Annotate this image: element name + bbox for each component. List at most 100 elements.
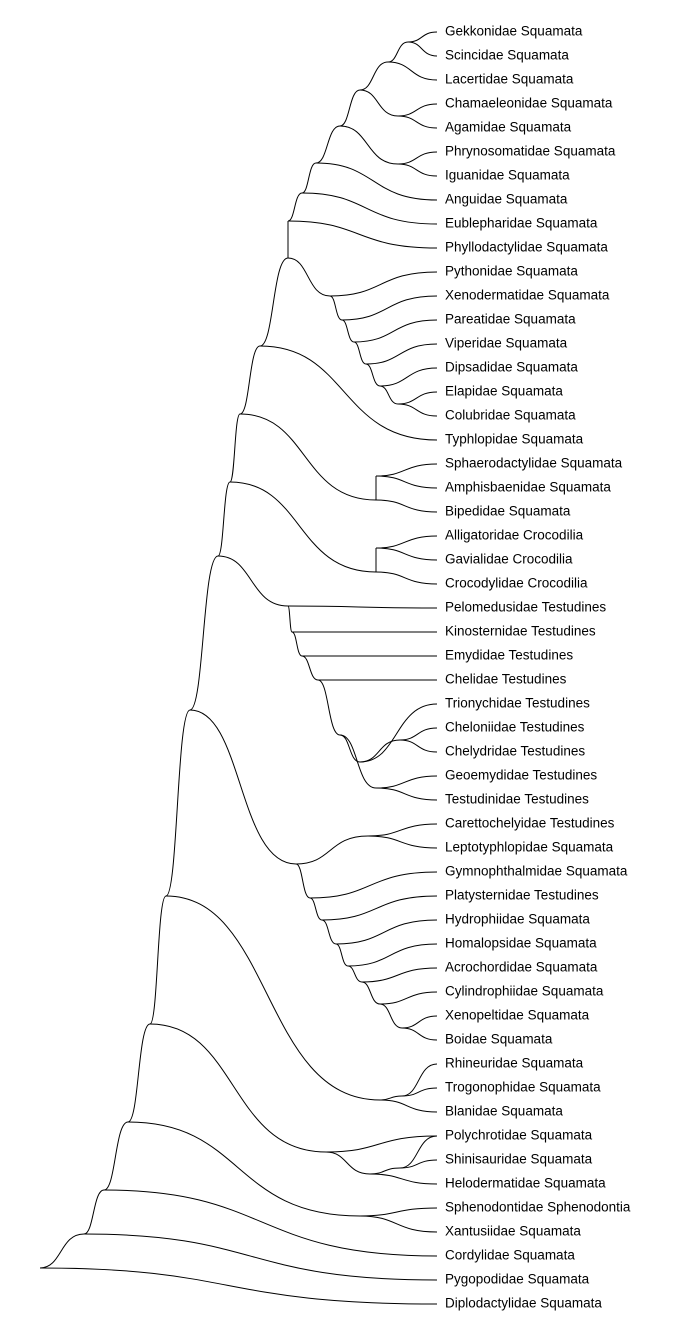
tip-label: Cylindrophiidae Squamata — [445, 984, 604, 999]
tip-label: Polychrotidae Squamata — [445, 1128, 593, 1143]
branch-to-tip — [301, 192, 438, 225]
internal-branch — [295, 835, 369, 865]
internal-branch — [165, 895, 381, 1101]
internal-branch — [339, 125, 399, 165]
branch-to-tip — [397, 115, 438, 129]
tip-label: Shinisauridae Squamata — [445, 1152, 593, 1167]
internal-branch — [379, 1003, 403, 1029]
tip-label: Trionychidae Testudines — [445, 696, 590, 711]
internal-branch — [287, 192, 303, 222]
internal-branch — [287, 605, 293, 633]
tip-label: Kinosternidae Testudines — [445, 624, 596, 639]
tip-label: Agamidae Squamata — [445, 120, 572, 135]
tip-label: Pelomedusidae Testudines — [445, 600, 606, 615]
internal-branch — [259, 257, 289, 347]
internal-branch — [149, 1023, 327, 1153]
tip-label: Xenopeltidae Squamata — [445, 1008, 590, 1023]
branch-to-tip — [341, 295, 438, 321]
tip-label: Crocodylidae Crocodilia — [445, 576, 588, 591]
tip-label: Blanidae Squamata — [445, 1104, 563, 1119]
internal-branch — [149, 895, 167, 1025]
tip-label: Sphenodontidae Sphenodontia — [445, 1200, 631, 1215]
tip-label: Pygopodidae Squamata — [445, 1272, 590, 1287]
tip-label: Carettochelyidae Testudines — [445, 816, 615, 831]
tip-label: Typhlopidae Squamata — [445, 432, 584, 447]
tip-label-group: Gekkonidae Squamata Scincidae Squamata Lac… — [445, 24, 631, 1311]
branch-to-tip — [325, 1135, 438, 1153]
internal-branch — [103, 1121, 129, 1191]
internal-branch — [379, 385, 399, 405]
internal-branch — [229, 413, 241, 483]
internal-branch — [301, 162, 317, 194]
internal-branch — [189, 709, 297, 865]
tip-label: Iguanidae Squamata — [445, 168, 570, 183]
tip-label: Cheloniidae Testudines — [445, 720, 585, 735]
internal-branch — [309, 897, 323, 921]
tip-label: Hydrophiidae Squamata — [445, 912, 590, 927]
internal-branch — [387, 41, 409, 63]
branch-to-tip — [103, 1189, 438, 1257]
tip-label: Sphaerodactylidae Squamata — [445, 456, 623, 471]
tip-label: Pythonidae Squamata — [445, 264, 578, 279]
tip-label: Phrynosomatidae Squamata — [445, 144, 616, 159]
branch-to-tip — [397, 103, 438, 117]
branch-to-tip — [375, 535, 438, 549]
internal-branch — [39, 1233, 85, 1269]
internal-branch — [359, 61, 389, 91]
tip-label: Amphisbaenidae Squamata — [445, 480, 611, 495]
branch-to-tip — [401, 1027, 438, 1041]
branch-to-tip — [399, 739, 438, 753]
tip-label: Phyllodactylidae Squamata — [445, 240, 608, 255]
branch-to-tip — [379, 367, 438, 387]
internal-branch — [295, 863, 311, 899]
branch-to-tip — [375, 463, 438, 477]
tip-label: Platysternidae Testudines — [445, 888, 599, 903]
tip-label: Colubridae Squamata — [445, 408, 576, 423]
tip-label: Eublepharidae Squamata — [445, 216, 598, 231]
branch-to-tip — [315, 162, 438, 201]
branch-to-tip — [359, 1215, 438, 1233]
tip-label: Pareatidae Squamata — [445, 312, 576, 327]
branch-to-tip — [387, 61, 438, 81]
internal-branch — [341, 319, 355, 343]
internal-branch — [335, 943, 349, 967]
tip-label: Gavialidae Crocodilia — [445, 552, 573, 567]
tip-label: Testudinidae Testudines — [445, 792, 589, 807]
internal-branch — [339, 734, 377, 789]
branch-to-tip — [399, 1159, 438, 1169]
tip-label: Acrochordidae Squamata — [445, 960, 598, 975]
tip-label: Boidae Squamata — [445, 1032, 553, 1047]
tip-label: Homalopsidae Squamata — [445, 936, 597, 951]
internal-branch — [291, 631, 303, 657]
branch-to-tip — [397, 391, 438, 405]
tip-label: Chamaeleonidae Squamata — [445, 96, 613, 111]
internal-branch — [347, 965, 363, 983]
internal-branch — [321, 919, 337, 945]
tip-label: Gekkonidae Squamata — [445, 24, 583, 39]
branch-to-tip — [379, 991, 438, 1005]
internal-branch — [339, 734, 361, 763]
branch-to-tip — [375, 547, 438, 561]
branch-to-tip — [367, 835, 438, 849]
tip-label: Chelydridae Testudines — [445, 744, 585, 759]
branch-to-tip — [375, 499, 438, 513]
branch-to-tip — [361, 967, 438, 983]
branch-to-tip — [397, 403, 438, 417]
branch-to-tip — [39, 1267, 438, 1305]
internal-branch — [359, 739, 401, 763]
tip-label: Alligatoridae Crocodilia — [445, 528, 584, 543]
branch-to-tip — [397, 151, 438, 165]
branch-to-tip — [367, 823, 438, 837]
tip-label: Dipsadidae Squamata — [445, 360, 578, 375]
tip-label: Chelidae Testudines — [445, 672, 567, 687]
internal-branch — [217, 481, 231, 557]
branch-to-tip — [401, 1063, 438, 1097]
tip-label: Diplodactylidae Squamata — [445, 1296, 602, 1311]
internal-branch — [229, 481, 377, 573]
branch-to-tip — [399, 1135, 438, 1169]
branch-to-tip — [287, 220, 438, 249]
branch-to-tip — [359, 1207, 438, 1217]
branch-to-tip — [397, 163, 438, 177]
